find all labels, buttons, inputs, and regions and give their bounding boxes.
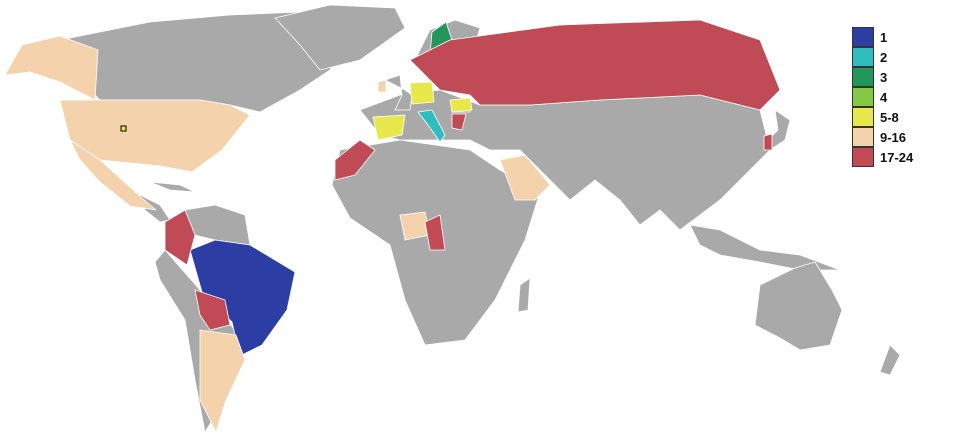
legend-swatch bbox=[852, 107, 874, 127]
colombia bbox=[164, 209, 196, 266]
new-zealand bbox=[879, 344, 901, 376]
southeast-asia bbox=[689, 224, 841, 271]
legend-swatch bbox=[852, 67, 874, 87]
russia bbox=[409, 19, 781, 111]
legend-swatch bbox=[852, 147, 874, 167]
madagascar bbox=[517, 277, 531, 313]
argentina bbox=[199, 329, 246, 433]
host-marker bbox=[120, 125, 127, 132]
australia bbox=[754, 261, 843, 351]
legend-label: 2 bbox=[880, 49, 888, 65]
spain bbox=[372, 114, 406, 141]
legend-swatch bbox=[852, 47, 874, 67]
legend-label: 9-16 bbox=[880, 129, 907, 145]
legend-label: 17-24 bbox=[880, 149, 914, 165]
legend-item: 17-24 bbox=[852, 147, 913, 167]
legend-label: 4 bbox=[880, 89, 888, 105]
germany bbox=[409, 81, 435, 105]
legend-swatch bbox=[852, 87, 874, 107]
legend-item: 4 bbox=[852, 87, 913, 107]
legend-label: 3 bbox=[880, 69, 888, 85]
alaska bbox=[4, 35, 99, 101]
legend-label: 5-8 bbox=[880, 109, 899, 125]
legend-item: 1 bbox=[852, 27, 913, 47]
south-korea bbox=[763, 133, 773, 151]
cameroon bbox=[424, 214, 446, 251]
greenland bbox=[274, 4, 406, 71]
bolivia bbox=[194, 289, 231, 331]
mexico bbox=[69, 139, 157, 211]
legend-item: 9-16 bbox=[852, 127, 913, 147]
legend: 1 2 3 4 5-8 9-16 17-24 bbox=[852, 27, 913, 167]
legend-item: 5-8 bbox=[852, 107, 913, 127]
legend-swatch bbox=[852, 127, 874, 147]
romania bbox=[449, 97, 473, 113]
ireland bbox=[377, 79, 387, 93]
morocco bbox=[334, 139, 376, 181]
saudi-arabia bbox=[499, 154, 551, 201]
legend-label: 1 bbox=[880, 29, 888, 45]
italy bbox=[417, 109, 446, 143]
legend-item: 2 bbox=[852, 47, 913, 67]
legend-item: 3 bbox=[852, 67, 913, 87]
legend-swatch bbox=[852, 27, 874, 47]
caribbean bbox=[149, 181, 196, 193]
greece bbox=[451, 113, 467, 131]
venezuela-guianas bbox=[184, 204, 251, 246]
uk-france bbox=[384, 74, 413, 111]
